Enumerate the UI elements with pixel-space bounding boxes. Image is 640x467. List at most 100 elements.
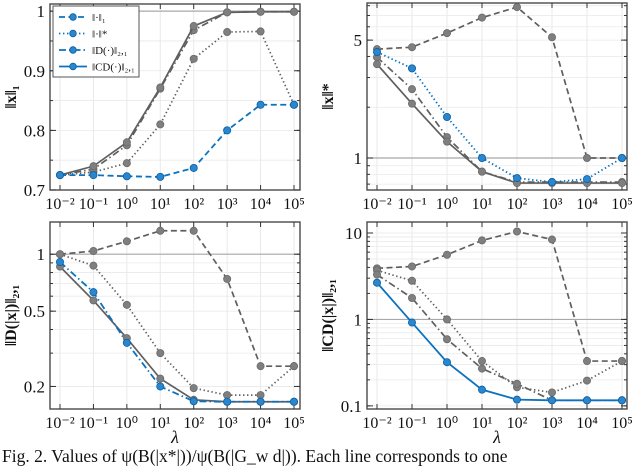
x-tick-label: 10⁴	[250, 415, 272, 432]
legend-marker-l1	[69, 13, 77, 21]
data-point-nuclear	[189, 54, 198, 63]
data-point-nuclear	[513, 174, 522, 183]
data-point-cd21	[223, 8, 232, 17]
data-point-l1	[156, 226, 165, 235]
data-point-cd21	[122, 138, 131, 147]
data-point-cd21	[289, 7, 298, 16]
series-line-d21	[59, 261, 294, 403]
legend-marker-d21	[69, 46, 77, 54]
series-line-l1	[59, 229, 294, 368]
x-tick-label: 10²	[183, 196, 204, 213]
series-line-d21	[376, 56, 622, 183]
axes-frame	[49, 3, 301, 191]
data-point-nuclear	[618, 357, 627, 366]
legend-label: ‖D(·)‖₂,₁	[92, 45, 128, 57]
x-tick-label: 10⁻¹	[79, 196, 108, 213]
data-point-nuclear	[56, 250, 65, 259]
data-point-nuclear	[583, 175, 592, 184]
data-point-cd21	[189, 22, 198, 31]
x-tick-label: 10³	[217, 415, 238, 432]
data-point-d21	[89, 288, 98, 297]
data-point-l1	[548, 235, 557, 244]
data-point-nuclear	[618, 153, 627, 162]
series-line-l1	[60, 103, 294, 178]
data-point-l1	[442, 29, 451, 38]
data-point-cd21	[618, 396, 627, 405]
data-point-nuclear	[256, 27, 265, 36]
data-point-cd21	[407, 99, 416, 108]
legend-marker-nuclear	[69, 29, 77, 38]
y-tick-label: 1	[37, 245, 46, 264]
data-point-l1	[513, 3, 522, 12]
data-point-cd21	[89, 296, 98, 305]
data-point-cd21	[442, 358, 451, 367]
data-point-d21	[122, 338, 131, 347]
x-tick-label: 10⁵	[283, 196, 305, 213]
x-tick-label: 10²	[507, 196, 528, 213]
y-tick-label: 0.1	[341, 397, 362, 416]
data-point-cd21	[513, 395, 522, 404]
y-tick-label: 0.8	[24, 121, 45, 140]
x-tick-label: 10³	[542, 196, 563, 213]
data-point-l1	[477, 236, 486, 245]
series-line-cd21	[59, 10, 294, 176]
data-point-nuclear	[122, 300, 131, 309]
data-point-nuclear	[89, 261, 98, 270]
data-point-l1	[256, 362, 265, 371]
series-line-nuclear	[376, 269, 623, 394]
data-point-cd21	[407, 318, 416, 327]
x-tick-label: 10⁰	[436, 196, 458, 213]
data-point-l1	[189, 226, 198, 235]
data-point-l1	[289, 100, 298, 109]
axes-frame	[366, 221, 628, 410]
data-point-l1	[477, 13, 486, 22]
x-tick-label: 10⁵	[611, 415, 633, 432]
y-axis-label: ‖x‖*	[320, 83, 337, 109]
data-point-nuclear	[477, 153, 486, 162]
series-line-cd21	[376, 282, 622, 402]
data-point-d21	[289, 397, 298, 406]
x-tick-label: 10⁵	[611, 196, 633, 213]
subplot-3: 10⁻² 10⁻¹ 10⁰ 10¹ 10² 10³ 10⁴ 10⁵ 0.2 0.5 1 ‖D(|x|)…	[3, 221, 305, 447]
series-line-l1	[376, 230, 622, 362]
data-point-nuclear	[156, 349, 165, 358]
series-line-l1	[376, 6, 622, 159]
x-tick-label: 10¹	[150, 415, 171, 432]
data-point-nuclear	[289, 362, 298, 371]
data-point-cd21	[156, 374, 165, 383]
y-tick-label: 5	[354, 31, 363, 50]
data-point-d21	[513, 379, 522, 388]
legend: ‖·‖₁ ‖·‖* ‖D(·)‖₂,₁ ‖CD(·)‖₂,₁	[52, 5, 140, 78]
data-point-cd21	[583, 396, 592, 405]
data-point-l1	[407, 262, 416, 271]
subplot-2: 10⁻² 10⁻¹ 10⁰ 10¹ 10² 10³ 10⁴ 10⁵ 1 5 ‖x‖*	[320, 2, 633, 213]
data-point-d21	[372, 270, 381, 279]
data-point-l1	[256, 100, 265, 109]
x-tick-label: 10⁻²	[45, 415, 74, 432]
data-point-l1	[223, 126, 232, 135]
data-point-d21	[189, 397, 198, 406]
y-tick-label: 0.9	[24, 62, 45, 81]
data-point-d21	[56, 257, 65, 266]
data-point-nuclear	[442, 315, 451, 324]
data-point-cd21	[89, 162, 98, 171]
data-point-l1	[189, 163, 198, 172]
x-tick-label: 10⁻²	[362, 415, 391, 432]
x-tick-label: 10¹	[150, 196, 171, 213]
data-point-cd21	[372, 278, 381, 287]
x-tick-label: 10⁴	[250, 196, 272, 213]
data-point-d21	[407, 85, 416, 94]
y-tick-label: 1	[354, 310, 363, 329]
data-point-nuclear	[548, 178, 557, 187]
series-line-nuclear	[59, 253, 295, 396]
x-tick-label: 10⁰	[116, 415, 138, 432]
data-point-l1	[89, 171, 98, 180]
data-point-nuclear	[442, 113, 451, 122]
axes-frame	[49, 221, 301, 410]
data-point-l1	[548, 33, 557, 42]
data-point-nuclear	[372, 48, 381, 57]
data-point-l1	[56, 171, 65, 180]
x-tick-label: 10⁰	[436, 415, 458, 432]
x-tick-label: 10⁴	[576, 415, 598, 432]
